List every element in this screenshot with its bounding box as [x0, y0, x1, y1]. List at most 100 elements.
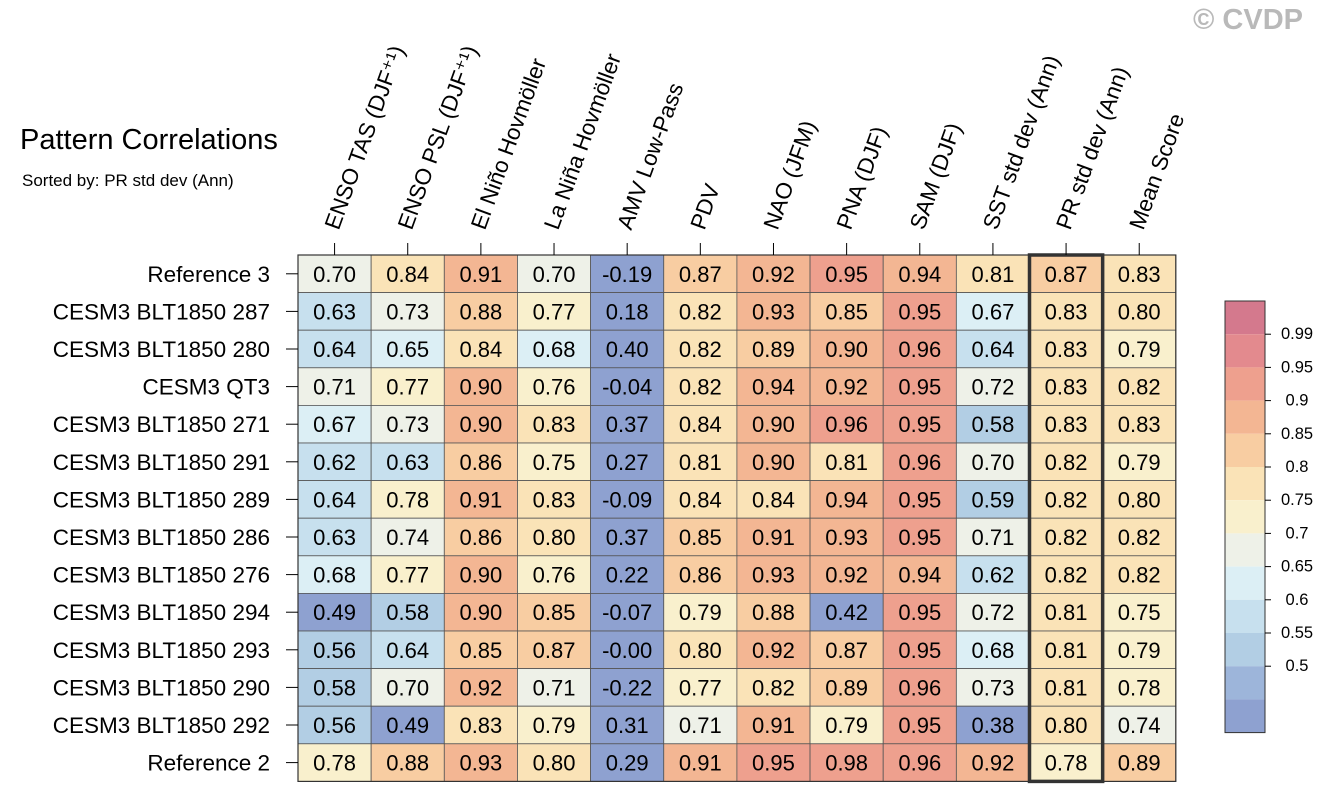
heatmap-cell: [955, 480, 1030, 519]
colorbar-label: 0.9: [1286, 392, 1309, 410]
heatmap-cell: [809, 743, 884, 782]
cell-value-label: 0.83: [1045, 375, 1088, 400]
cell-value-label: 0.62: [313, 450, 356, 475]
row-label-cesm3-blt1850-289: CESM3 BLT1850 289: [53, 487, 270, 512]
heatmap-cell: [590, 480, 665, 519]
cell-value-label: 0.96: [898, 337, 941, 362]
heatmap-cell: [809, 555, 884, 594]
cell-value-label: 0.80: [533, 751, 576, 776]
heatmap-cell: [517, 517, 592, 557]
cell-value-label: 0.64: [313, 487, 356, 512]
column-labels: ENSO TAS (DJF⁺¹)ENSO PSL (DJF⁺¹)El Niño …: [320, 42, 1189, 255]
cell-value-label: 0.84: [386, 262, 429, 287]
chart-title: Pattern Correlations: [20, 124, 278, 156]
cell-value-label: 0.89: [752, 337, 795, 362]
cell-value-label: 0.85: [679, 525, 722, 550]
heatmap-cell: [663, 442, 738, 481]
heatmap-cell: [1102, 555, 1177, 594]
colorbar-swatch: [1225, 633, 1265, 667]
cell-value-label: 0.73: [386, 299, 429, 324]
heatmap-cell: [1029, 555, 1104, 594]
heatmap-cell: [590, 517, 665, 557]
heatmap-cell: [882, 329, 957, 369]
cell-value-label: 0.74: [386, 525, 429, 550]
heatmap-cell: [663, 705, 738, 745]
cell-value-label: 0.76: [533, 563, 576, 588]
heatmap-cell: [370, 367, 445, 406]
heatmap-cell: [443, 705, 518, 745]
heatmap-cell: [1029, 517, 1104, 557]
colorbar-swatch: [1225, 666, 1265, 700]
cell-value-label: 0.98: [825, 751, 868, 776]
cell-value-label: 0.81: [1045, 638, 1088, 663]
cell-value-label: 0.81: [972, 262, 1015, 287]
cell-value-label: 0.77: [533, 299, 576, 324]
cell-value-label: 0.87: [679, 262, 722, 287]
heatmap-cell: [590, 404, 665, 444]
cell-value-label: 0.95: [898, 299, 941, 324]
heatmap-cell: [663, 329, 738, 369]
heatmap-cell: [1029, 480, 1104, 519]
heatmap-cell: [297, 329, 372, 369]
column-label-amv-low-pass: AMV Low-Pass: [612, 80, 688, 233]
heatmap-cell: [370, 593, 445, 632]
heatmap-cell: [955, 555, 1030, 594]
colorbar-label: 0.99: [1281, 325, 1313, 343]
cell-value-label: 0.58: [386, 600, 429, 625]
cell-value-label: 0.82: [1118, 525, 1161, 550]
heatmap-cell: [370, 442, 445, 481]
cell-value-label: 0.65: [386, 337, 429, 362]
cell-value-label: 0.75: [533, 450, 576, 475]
cell-value-label: 0.91: [679, 751, 722, 776]
chart-subtitle: Sorted by: PR std dev (Ann): [22, 171, 234, 190]
cell-value-label: 0.79: [1118, 638, 1161, 663]
heatmap-cell: [809, 254, 884, 293]
cell-value-label: 0.82: [679, 299, 722, 324]
heatmap-cell: [736, 292, 811, 331]
column-label-enso-psl-djf: ENSO PSL (DJF⁺¹): [393, 42, 483, 232]
heatmap-cell: [590, 705, 665, 745]
heatmap-cell: [882, 630, 957, 669]
heatmap-cell: [1029, 705, 1104, 745]
heatmap-cell: [297, 668, 372, 707]
colorbar-swatch: [1225, 699, 1265, 733]
cell-value-label: 0.91: [752, 713, 795, 738]
heatmap-cell: [663, 668, 738, 707]
cell-value-label: 0.86: [459, 450, 502, 475]
cell-value-label: 0.18: [606, 299, 649, 324]
cell-value-label: 0.77: [386, 563, 429, 588]
cell-value-label: 0.70: [313, 262, 356, 287]
cell-value-label: 0.94: [898, 563, 941, 588]
colorbar-swatch: [1225, 334, 1265, 368]
cell-value-label: 0.77: [679, 675, 722, 700]
heatmap-cell: [443, 668, 518, 707]
heatmap-cell: [736, 743, 811, 782]
colorbar-label: 0.7: [1286, 524, 1309, 542]
heatmap-cell: [370, 743, 445, 782]
heatmap-cell: [517, 593, 592, 632]
heatmap-cell: [809, 442, 884, 481]
row-label-cesm3-blt1850-280: CESM3 BLT1850 280: [53, 337, 270, 362]
cell-value-label: 0.95: [825, 262, 868, 287]
heatmap-cell: [736, 668, 811, 707]
cell-value-label: 0.93: [459, 751, 502, 776]
cell-value-label: -0.19: [602, 262, 652, 287]
cell-value-label: 0.88: [386, 751, 429, 776]
cell-value-label: 0.93: [825, 525, 868, 550]
cell-value-label: 0.63: [386, 450, 429, 475]
heatmap-cell: [882, 705, 957, 745]
heatmap-cell: [517, 404, 592, 444]
heatmap-cell: [1102, 630, 1177, 669]
cell-value-label: 0.31: [606, 713, 649, 738]
cell-value-label: 0.93: [752, 563, 795, 588]
colorbar-label: 0.55: [1281, 624, 1313, 642]
cell-value-label: 0.82: [1045, 450, 1088, 475]
cell-value-label: 0.81: [825, 450, 868, 475]
cell-value-label: 0.92: [825, 563, 868, 588]
colorbar: 0.99 0.95 0.9 0.85 0.8 0.75 0.7 0.65 0.6 0.55 0.5: [1224, 300, 1313, 734]
cell-value-label: 0.70: [972, 450, 1015, 475]
heatmap-border: [297, 254, 1177, 783]
cell-value-label: 0.82: [752, 675, 795, 700]
cell-value-label: 0.71: [972, 525, 1015, 550]
heatmap-cell: [736, 630, 811, 669]
